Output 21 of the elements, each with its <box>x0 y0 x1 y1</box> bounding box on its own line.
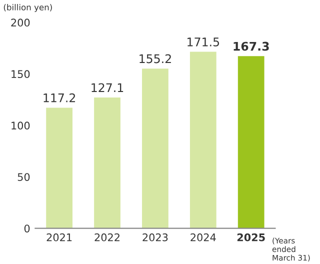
bar <box>238 56 264 228</box>
y-tick-label: 0 <box>24 224 30 232</box>
data-label: 155.2 <box>140 54 171 64</box>
x-tick-label: 2021 <box>46 233 72 242</box>
y-tick-label: 50 <box>18 173 30 181</box>
y-axis-title: (billion yen) <box>4 4 52 12</box>
y-tick-label: 100 <box>12 122 30 130</box>
data-label: 167.3 <box>234 42 269 51</box>
bar <box>94 98 120 228</box>
x-tick-label: 2023 <box>142 233 168 242</box>
x-tick-label: 2024 <box>190 233 216 242</box>
y-tick-label: 150 <box>12 70 30 78</box>
bar <box>46 108 72 228</box>
data-label: 127.1 <box>92 83 124 92</box>
y-tick-label: 200 <box>11 18 30 27</box>
data-label: 117.2 <box>44 93 76 102</box>
data-label: 171.5 <box>188 38 220 46</box>
bar <box>190 52 216 228</box>
bar <box>142 68 168 228</box>
x-tick-label: 2022 <box>94 233 120 242</box>
x-tick-label: 2025 <box>237 233 265 242</box>
